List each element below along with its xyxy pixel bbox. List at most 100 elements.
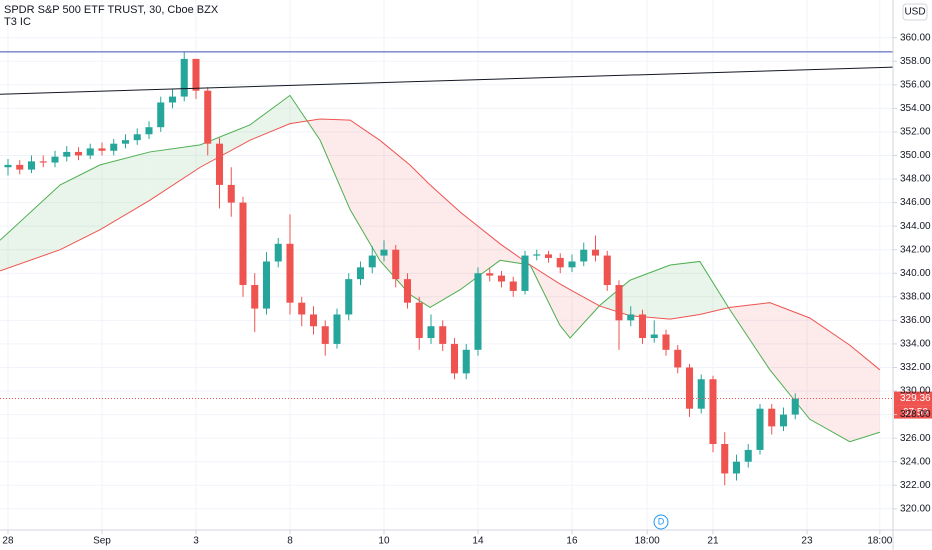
candle-body [721,444,729,474]
overlay: 329.36 07:59 [0,51,932,419]
y-tick-label: 320.00 [900,503,931,514]
candle-body [16,164,24,170]
candle-body [345,279,353,315]
candle-body [744,449,752,462]
x-tick-label: 14 [472,536,484,547]
candle-body [204,90,212,144]
candle-body [392,249,400,280]
candle-body [439,326,447,344]
x-tick-label: Sep [93,536,111,547]
y-tick-label: 348.00 [900,174,931,185]
cloud-fill [629,265,671,320]
candle-body [603,255,611,286]
cloud-fill [729,302,770,370]
candle-body [321,326,329,344]
candle-body [756,408,764,450]
y-tick-label: 334.00 [900,339,931,350]
candle-body [486,273,494,276]
y-tick-label: 356.00 [900,79,931,90]
candle-body [403,279,412,303]
candle-body [274,243,282,262]
cloud-fill [769,302,810,420]
cloud-fill [200,124,251,168]
candle-body [568,261,576,268]
cloud-fill [809,318,850,442]
y-tick-label: 338.00 [900,291,931,302]
x-tick-label: 23 [801,536,813,547]
candle-body [251,285,259,309]
y-tick-label: 358.00 [900,56,931,67]
indicator-name: T3 IC [4,16,31,28]
candle-body [427,326,435,339]
candle-body [63,151,71,157]
candle-body [168,96,177,103]
candle-body [521,255,529,291]
cloud-fill [409,164,431,308]
y-tick-label: 360.00 [900,32,931,43]
candle-body [368,255,376,268]
candle-body [157,102,165,128]
candle-body [415,302,423,339]
candle-body [239,202,247,286]
candle-body [779,414,788,427]
y-tick-label: 326.00 [900,433,931,444]
cloud-fill [460,212,501,290]
candle-body [309,314,318,327]
cloud-fill [149,144,201,201]
candle-body [732,461,741,474]
candle-body [227,184,235,203]
y-tick-label: 352.00 [900,127,931,138]
cloud-fill [320,118,351,210]
t3-cloud [0,94,881,443]
currency[interactable]: USD [904,7,925,18]
candle-body [39,161,47,163]
candle-body [791,398,799,415]
marker[interactable]: D [658,516,665,526]
y-tick-label: 330.00 [900,386,931,397]
candle-body [51,156,59,163]
countdown-box [894,405,932,419]
candle-body [638,314,647,339]
candle-body [298,302,306,315]
y-tick-label: 346.00 [900,197,931,208]
candle-body [27,161,36,170]
candles [4,51,799,486]
candle-body [121,140,130,144]
cloud-fill [379,140,410,295]
y-tick-label: 322.00 [900,480,931,491]
candle-body [474,273,482,350]
candle-body [685,367,694,409]
candle-body [580,249,588,262]
cloud-fill [570,289,600,339]
candle-body [697,379,705,409]
candle-body [145,127,153,135]
candle-body [356,267,365,280]
cloud-fill [430,184,461,308]
candle-body [110,143,118,151]
candle-body [544,254,553,258]
x-tick-label: 3 [193,536,199,547]
countdown: 07:59 [903,407,928,418]
candle-body [674,349,682,368]
candle-body [86,148,94,156]
cloud-fill [350,120,380,261]
cloud-fill [60,164,101,250]
currency-box[interactable] [902,3,928,21]
candle-body [286,243,294,303]
cloud-fill [670,261,700,320]
candle-body [615,285,623,321]
x-tick-label: 28 [2,536,14,547]
last-price-label: 329.36 [900,393,931,404]
chart-title: SPDR S&P 500 ETF TRUST, 30, Cboe BZX [4,4,219,16]
candle-body [591,249,600,256]
candle-body [497,275,506,282]
y-tick-label: 324.00 [900,456,931,467]
x-tick-label: 18:00 [635,536,660,547]
candle-body [98,148,106,151]
cloud-fill [559,283,571,339]
candle-body [462,349,470,374]
y-tick-label: 336.00 [900,315,931,326]
marker-circle[interactable] [653,514,669,530]
